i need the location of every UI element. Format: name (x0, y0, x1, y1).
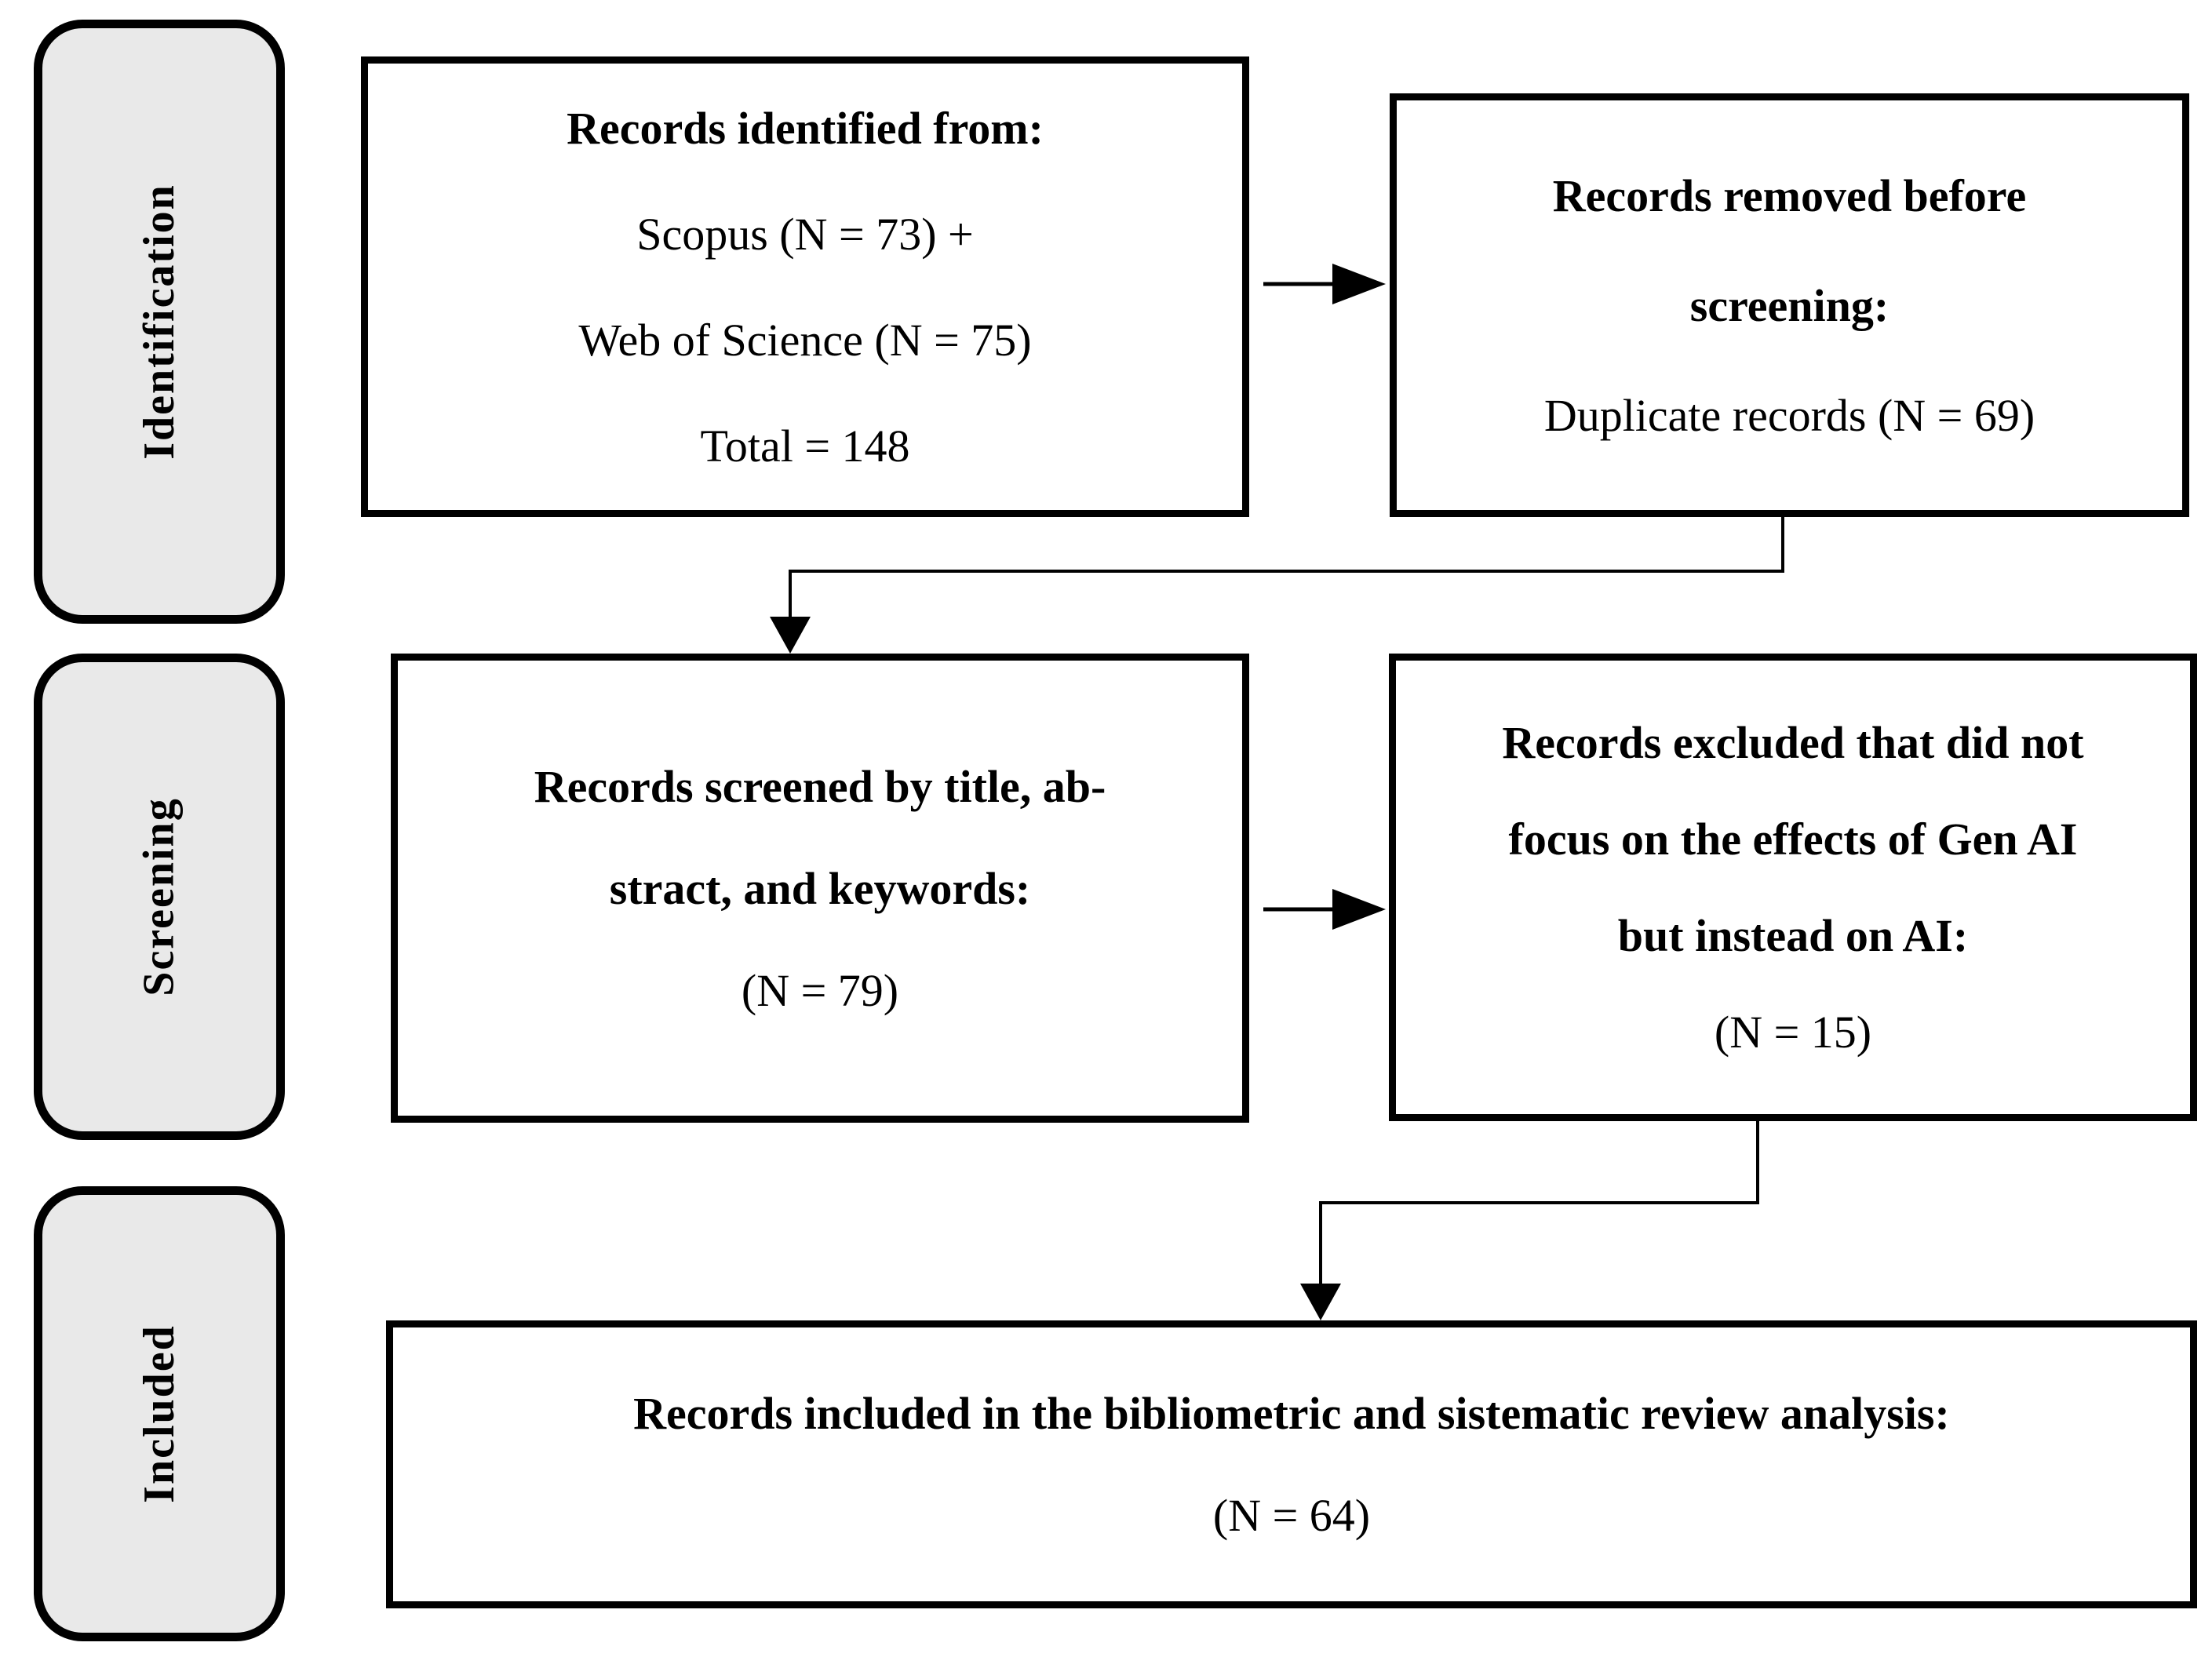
records-included-title: Records included in the bibliometric and… (633, 1388, 1950, 1439)
records-removed-title-2: screening: (1689, 279, 1889, 331)
records-excluded-title-1: Records excluded that did not (1502, 717, 2084, 768)
arrow-excluded-to-included-icon (1300, 1121, 1759, 1320)
stage-included: Included (34, 1186, 285, 1641)
stage-identification: Identification (34, 20, 285, 624)
box-records-removed: Records removed before screening: Duplic… (1390, 93, 2189, 517)
records-excluded-title-3: but instead on AI: (1617, 910, 1969, 961)
records-screened-count: (N = 79) (741, 964, 899, 1016)
box-records-screened: Records screened by title, ab- stract, a… (391, 654, 1249, 1123)
records-removed-title-1: Records removed before (1552, 169, 2027, 221)
stage-screening: Screening (34, 654, 285, 1140)
records-identified-scopus: Scopus (N = 73) + (636, 208, 974, 260)
records-identified-wos: Web of Science (N = 75) (578, 314, 1032, 366)
stage-screening-label: Screening (135, 797, 184, 996)
records-included-count: (N = 64) (1212, 1490, 1371, 1541)
records-excluded-title-2: focus on the effects of Gen AI (1508, 814, 2078, 865)
arrow-screened-to-excluded-icon (1263, 889, 1386, 930)
arrow-identified-to-removed-icon (1263, 264, 1386, 304)
box-records-excluded: Records excluded that did not focus on t… (1389, 654, 2197, 1121)
stage-identification-label: Identification (135, 184, 184, 460)
records-identified-total: Total = 148 (700, 420, 910, 472)
records-screened-title-2: stract, and keywords: (609, 862, 1031, 914)
stage-included-label: Included (134, 1324, 184, 1503)
box-records-included: Records included in the bibliometric and… (386, 1320, 2197, 1608)
records-identified-title: Records identified from: (567, 102, 1044, 154)
records-removed-duplicates: Duplicate records (N = 69) (1543, 389, 2035, 441)
arrow-removed-to-screened-icon (770, 517, 1784, 654)
records-screened-title-1: Records screened by title, ab- (534, 760, 1106, 812)
records-excluded-count: (N = 15) (1714, 1007, 1872, 1058)
box-records-identified: Records identified from: Scopus (N = 73)… (361, 56, 1249, 517)
